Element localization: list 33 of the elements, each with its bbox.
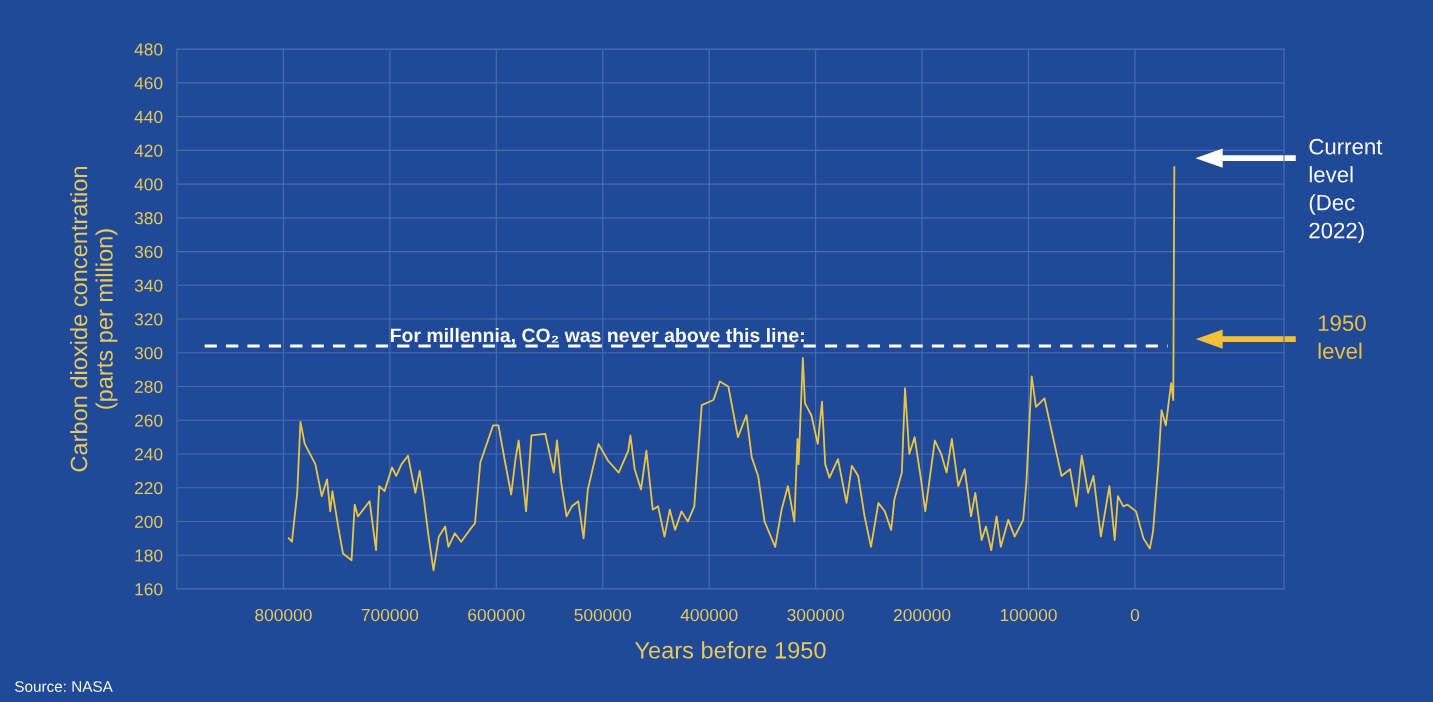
text: Current level (Dec 2022) xyxy=(1309,138,1383,243)
y-tick-label: 260 xyxy=(135,414,163,427)
x-tick-label: 200000 xyxy=(893,608,951,622)
x-tick-label: 100000 xyxy=(1000,608,1057,622)
y-tick-label: 420 xyxy=(134,144,163,157)
x-tick-label: 0 xyxy=(1130,608,1140,622)
ref-line-label: For millennia, CO₂ was never above this line: xyxy=(390,327,804,346)
y-axis-title: Carbon dioxide concentration (parts per million) xyxy=(70,167,118,472)
y-tick-label: 340 xyxy=(134,279,163,292)
y-tick-label: 400 xyxy=(134,178,163,191)
y-tick-label: 280 xyxy=(135,380,163,393)
y-tick-label: 320 xyxy=(134,313,163,326)
y-tick-label: 200 xyxy=(135,515,163,528)
source-note: Source: NASA xyxy=(15,681,113,692)
y-tick-label: 480 xyxy=(134,43,163,56)
x-tick-label: 600000 xyxy=(468,608,525,622)
y-tick-label: 440 xyxy=(134,110,163,124)
x-axis-title: Years before 1950 xyxy=(634,641,826,659)
y-tick-label: 380 xyxy=(134,212,163,225)
y-tick-label: 460 xyxy=(134,77,163,90)
x-tick-label: 500000 xyxy=(574,608,632,622)
x-tick-label: 800000 xyxy=(255,608,312,622)
line-series xyxy=(287,166,1176,572)
y-tick-label: 160 xyxy=(135,583,163,596)
y-tick-label: 180 xyxy=(135,549,163,562)
text: 1950 level xyxy=(1318,315,1366,359)
y-tick-label: 220 xyxy=(135,481,163,495)
x-tick-label: 300000 xyxy=(787,608,844,622)
y-tick-label: 240 xyxy=(135,448,163,461)
y-tick-label: 360 xyxy=(134,245,163,259)
y-tick-label: 300 xyxy=(134,346,163,360)
x-tick-label: 700000 xyxy=(361,608,419,622)
x-tick-label: 400000 xyxy=(680,608,738,622)
